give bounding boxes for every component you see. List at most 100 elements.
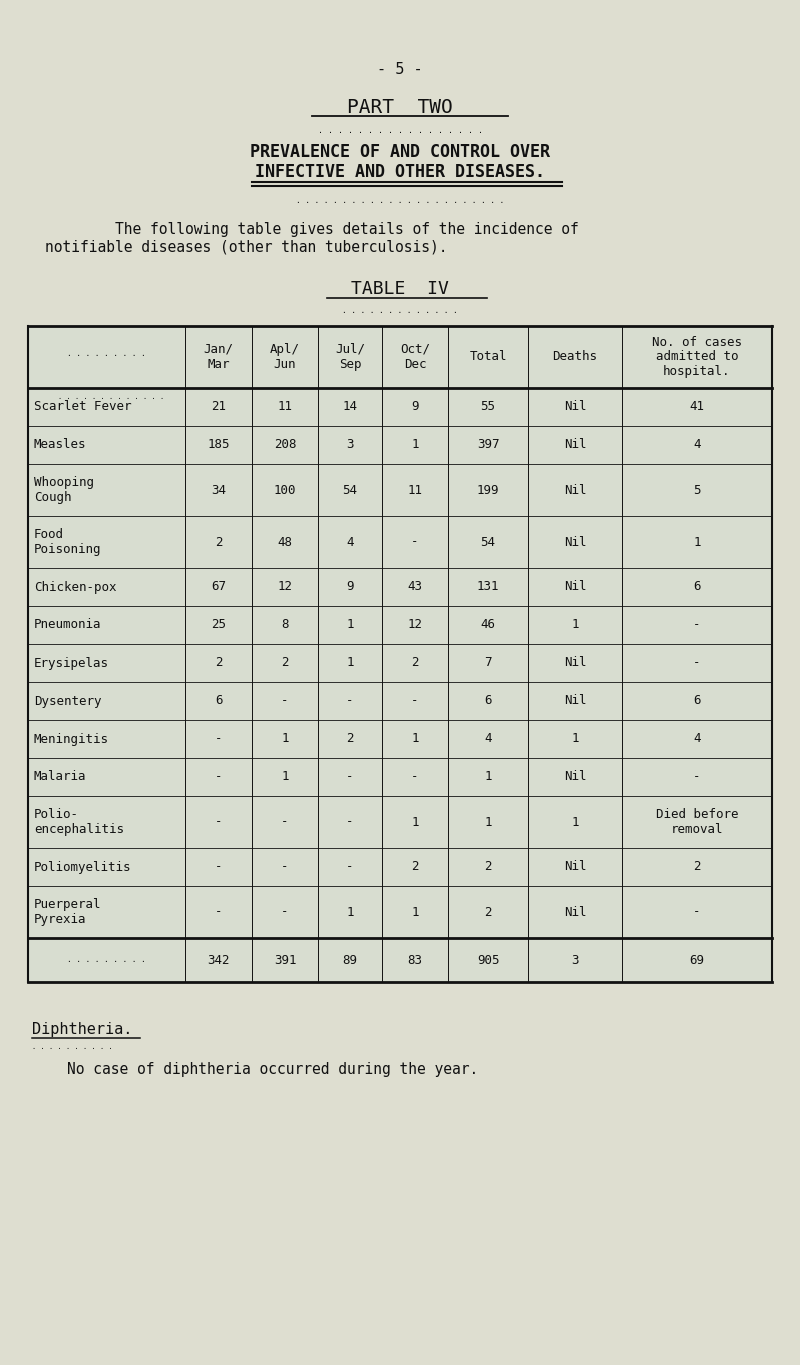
Text: Malaria: Malaria bbox=[34, 770, 86, 784]
Text: 4: 4 bbox=[694, 733, 701, 745]
Text: PREVALENCE OF AND CONTROL OVER: PREVALENCE OF AND CONTROL OVER bbox=[250, 143, 550, 161]
Text: TABLE  IV: TABLE IV bbox=[351, 280, 449, 298]
Text: -: - bbox=[346, 695, 354, 707]
Text: PART  TWO: PART TWO bbox=[347, 98, 453, 117]
Text: . . . . . . . . .: . . . . . . . . . bbox=[67, 955, 146, 965]
Text: 5: 5 bbox=[694, 483, 701, 497]
Text: Dysentery: Dysentery bbox=[34, 695, 102, 707]
Text: -: - bbox=[282, 860, 289, 874]
Text: 185: 185 bbox=[207, 438, 230, 452]
Text: . . . . . . . . . . . . . . . . . . . . . . .: . . . . . . . . . . . . . . . . . . . . … bbox=[296, 197, 504, 205]
Text: Scarlet Fever: Scarlet Fever bbox=[34, 400, 131, 414]
Text: The following table gives details of the incidence of: The following table gives details of the… bbox=[80, 222, 578, 238]
Text: 11: 11 bbox=[407, 483, 422, 497]
Text: 1: 1 bbox=[571, 815, 578, 829]
Text: 1: 1 bbox=[411, 733, 418, 745]
Text: -: - bbox=[282, 905, 289, 919]
Text: 48: 48 bbox=[278, 535, 293, 549]
Text: Polio-
encephalitis: Polio- encephalitis bbox=[34, 808, 124, 835]
Text: 3: 3 bbox=[571, 954, 578, 966]
Text: Nil: Nil bbox=[564, 438, 586, 452]
Text: 2: 2 bbox=[411, 860, 418, 874]
Text: 41: 41 bbox=[690, 400, 705, 414]
Text: -: - bbox=[214, 733, 222, 745]
Text: 12: 12 bbox=[407, 618, 422, 632]
Text: 397: 397 bbox=[477, 438, 499, 452]
Text: - 5 -: - 5 - bbox=[377, 61, 423, 76]
Text: 1: 1 bbox=[484, 815, 492, 829]
Text: 1: 1 bbox=[571, 618, 578, 632]
Text: notifiable diseases (other than tuberculosis).: notifiable diseases (other than tubercul… bbox=[45, 240, 447, 255]
Text: 12: 12 bbox=[278, 580, 293, 594]
Text: -: - bbox=[346, 815, 354, 829]
Text: 208: 208 bbox=[274, 438, 296, 452]
Text: 131: 131 bbox=[477, 580, 499, 594]
Text: -: - bbox=[282, 815, 289, 829]
Text: 1: 1 bbox=[346, 905, 354, 919]
Text: 1: 1 bbox=[411, 905, 418, 919]
Text: 2: 2 bbox=[484, 860, 492, 874]
Text: 1: 1 bbox=[346, 618, 354, 632]
Text: Nil: Nil bbox=[564, 400, 586, 414]
Text: -: - bbox=[214, 770, 222, 784]
Text: Diphtheria.: Diphtheria. bbox=[32, 1022, 132, 1037]
Text: Measles: Measles bbox=[34, 438, 86, 452]
Text: 83: 83 bbox=[407, 954, 422, 966]
Text: Nil: Nil bbox=[564, 905, 586, 919]
Text: Nil: Nil bbox=[564, 695, 586, 707]
Text: 7: 7 bbox=[484, 657, 492, 669]
Text: 43: 43 bbox=[407, 580, 422, 594]
Text: 46: 46 bbox=[481, 618, 495, 632]
Text: -: - bbox=[214, 815, 222, 829]
Text: Nil: Nil bbox=[564, 580, 586, 594]
Text: -: - bbox=[346, 770, 354, 784]
Text: 2: 2 bbox=[214, 535, 222, 549]
Bar bbox=[28, 326, 772, 981]
Text: Poliomyelitis: Poliomyelitis bbox=[34, 860, 131, 874]
Text: Pneumonia: Pneumonia bbox=[34, 618, 102, 632]
Text: 100: 100 bbox=[274, 483, 296, 497]
Text: No. of cases
admitted to
hospital.: No. of cases admitted to hospital. bbox=[652, 336, 742, 378]
Text: Puerperal
Pyrexia: Puerperal Pyrexia bbox=[34, 898, 102, 925]
Text: 391: 391 bbox=[274, 954, 296, 966]
Text: 1: 1 bbox=[282, 733, 289, 745]
Text: . . . . . . . . .: . . . . . . . . . bbox=[67, 348, 146, 358]
Text: -: - bbox=[411, 535, 418, 549]
Text: -: - bbox=[282, 695, 289, 707]
Text: 8: 8 bbox=[282, 618, 289, 632]
Text: Erysipelas: Erysipelas bbox=[34, 657, 109, 669]
Text: . . . . . . . . . . . . .: . . . . . . . . . . . . . bbox=[342, 306, 458, 315]
Text: 11: 11 bbox=[278, 400, 293, 414]
Text: 55: 55 bbox=[481, 400, 495, 414]
Text: Chicken-pox: Chicken-pox bbox=[34, 580, 117, 594]
Text: -: - bbox=[214, 905, 222, 919]
Text: 34: 34 bbox=[211, 483, 226, 497]
Text: 2: 2 bbox=[214, 657, 222, 669]
Text: 1: 1 bbox=[484, 770, 492, 784]
Text: Nil: Nil bbox=[564, 860, 586, 874]
Text: -: - bbox=[694, 905, 701, 919]
Text: 6: 6 bbox=[214, 695, 222, 707]
Text: 6: 6 bbox=[694, 695, 701, 707]
Text: 199: 199 bbox=[477, 483, 499, 497]
Text: 9: 9 bbox=[411, 400, 418, 414]
Text: Nil: Nil bbox=[564, 483, 586, 497]
Text: No case of diphtheria occurred during the year.: No case of diphtheria occurred during th… bbox=[32, 1062, 478, 1077]
Text: . . . . . . . . . . . . . . . . .: . . . . . . . . . . . . . . . . . bbox=[318, 126, 482, 135]
Text: 89: 89 bbox=[342, 954, 358, 966]
Text: Total: Total bbox=[470, 351, 506, 363]
Text: 69: 69 bbox=[690, 954, 705, 966]
Text: 21: 21 bbox=[211, 400, 226, 414]
Text: Oct/
Dec: Oct/ Dec bbox=[400, 343, 430, 371]
Text: 3: 3 bbox=[346, 438, 354, 452]
Text: Nil: Nil bbox=[564, 535, 586, 549]
Text: Jul/
Sep: Jul/ Sep bbox=[335, 343, 365, 371]
Text: Food
Poisoning: Food Poisoning bbox=[34, 528, 102, 556]
Text: 342: 342 bbox=[207, 954, 230, 966]
Text: 25: 25 bbox=[211, 618, 226, 632]
Text: -: - bbox=[694, 618, 701, 632]
Text: 1: 1 bbox=[346, 657, 354, 669]
Text: 14: 14 bbox=[342, 400, 358, 414]
Text: -: - bbox=[346, 860, 354, 874]
Text: 2: 2 bbox=[484, 905, 492, 919]
